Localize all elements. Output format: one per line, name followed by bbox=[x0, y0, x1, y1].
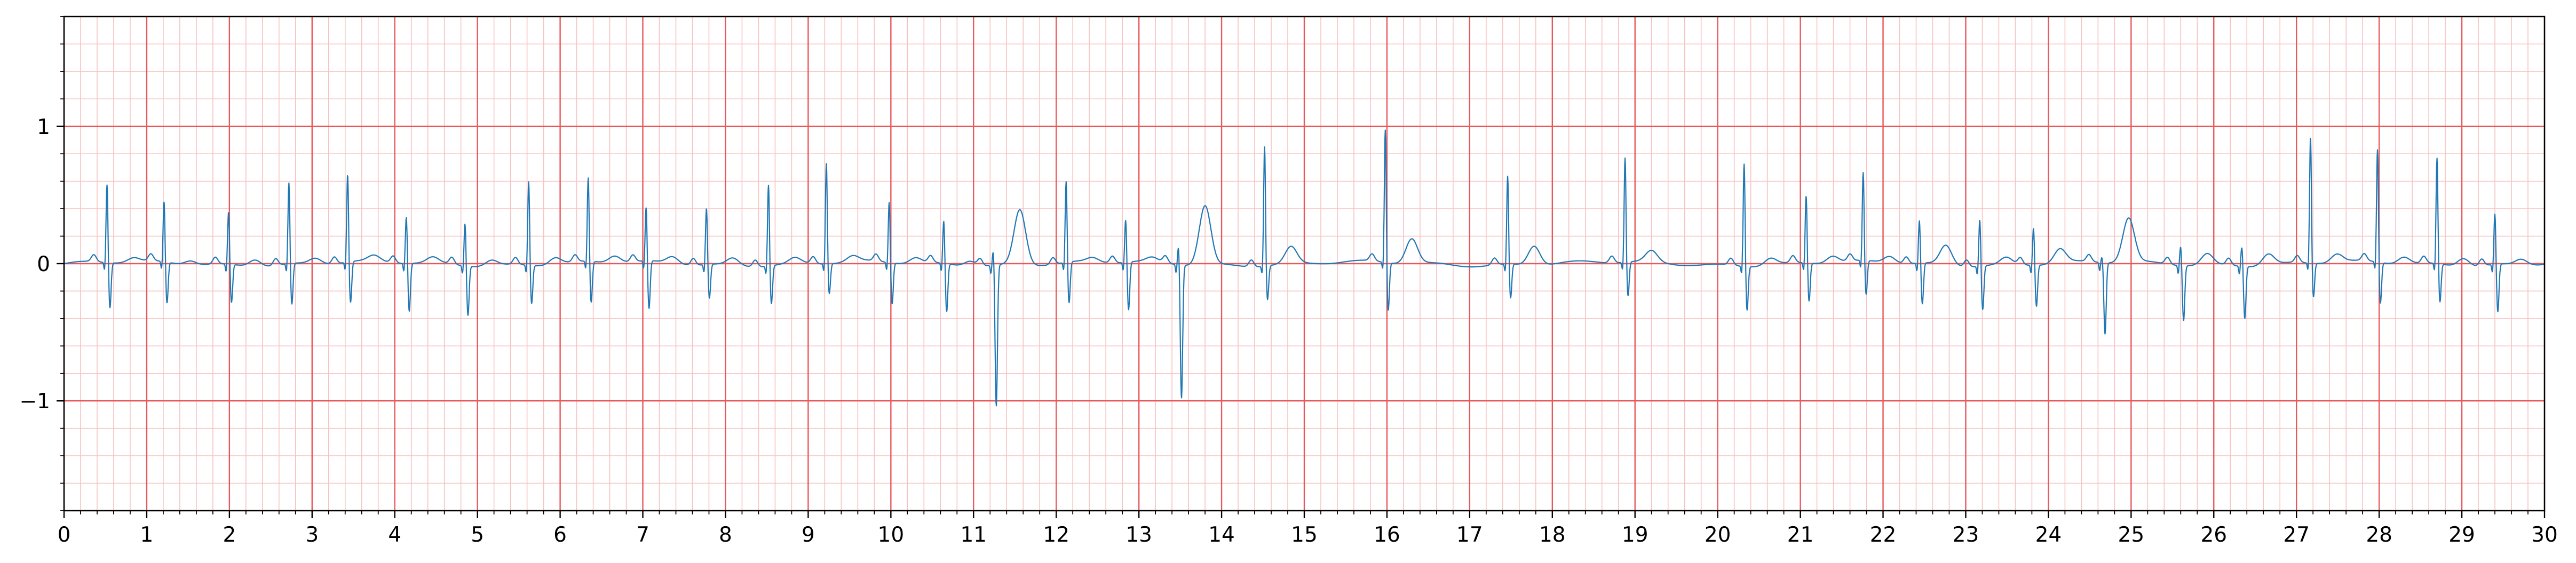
x-tick-label: 28 bbox=[2366, 523, 2392, 547]
x-tick-label: 9 bbox=[802, 523, 815, 547]
x-tick-label: 0 bbox=[58, 523, 71, 547]
x-tick-label: 1 bbox=[140, 523, 154, 547]
x-tick-label: 6 bbox=[553, 523, 567, 547]
x-tick-label: 4 bbox=[388, 523, 401, 547]
x-tick-label: 13 bbox=[1125, 523, 1152, 547]
x-tick-label: 19 bbox=[1622, 523, 1648, 547]
y-tick-label: 1 bbox=[37, 115, 50, 139]
x-tick-label: 15 bbox=[1291, 523, 1318, 547]
x-tick-label: 8 bbox=[719, 523, 732, 547]
x-tick-label: 16 bbox=[1374, 523, 1400, 547]
x-tick-label: 22 bbox=[1870, 523, 1897, 547]
x-tick-label: 17 bbox=[1456, 523, 1483, 547]
y-tick-label: 0 bbox=[37, 252, 50, 276]
ecg-line bbox=[64, 129, 2545, 407]
x-tick-label: 29 bbox=[2448, 523, 2475, 547]
x-tick-label: 3 bbox=[305, 523, 319, 547]
x-tick-label: 23 bbox=[1953, 523, 1979, 547]
x-tick-label: 24 bbox=[2035, 523, 2062, 547]
x-tick-label: 25 bbox=[2118, 523, 2145, 547]
x-tick-label: 11 bbox=[960, 523, 987, 547]
x-tick-label: 30 bbox=[2531, 523, 2558, 547]
x-tick-label: 5 bbox=[471, 523, 484, 547]
x-tick-label: 2 bbox=[223, 523, 236, 547]
x-tick-label: 10 bbox=[878, 523, 905, 547]
y-tick-label: −1 bbox=[20, 390, 51, 414]
x-tick-label: 18 bbox=[1539, 523, 1566, 547]
y-axis: −1 0 1 bbox=[20, 16, 64, 511]
x-tick-label: 7 bbox=[636, 523, 649, 547]
x-tick-label: 12 bbox=[1043, 523, 1069, 547]
x-tick-label: 26 bbox=[2200, 523, 2227, 547]
ecg-trace bbox=[64, 129, 2545, 407]
x-axis: 0 1 2 3 4 5 6 7 8 9 10 11 12 13 14 15 16 17 18 19 20 21 22 23 24… bbox=[58, 511, 2558, 547]
x-tick-label: 27 bbox=[2283, 523, 2310, 547]
x-tick-label: 21 bbox=[1787, 523, 1814, 547]
x-tick-label: 20 bbox=[1705, 523, 1731, 547]
x-tick-label: 14 bbox=[1208, 523, 1235, 547]
